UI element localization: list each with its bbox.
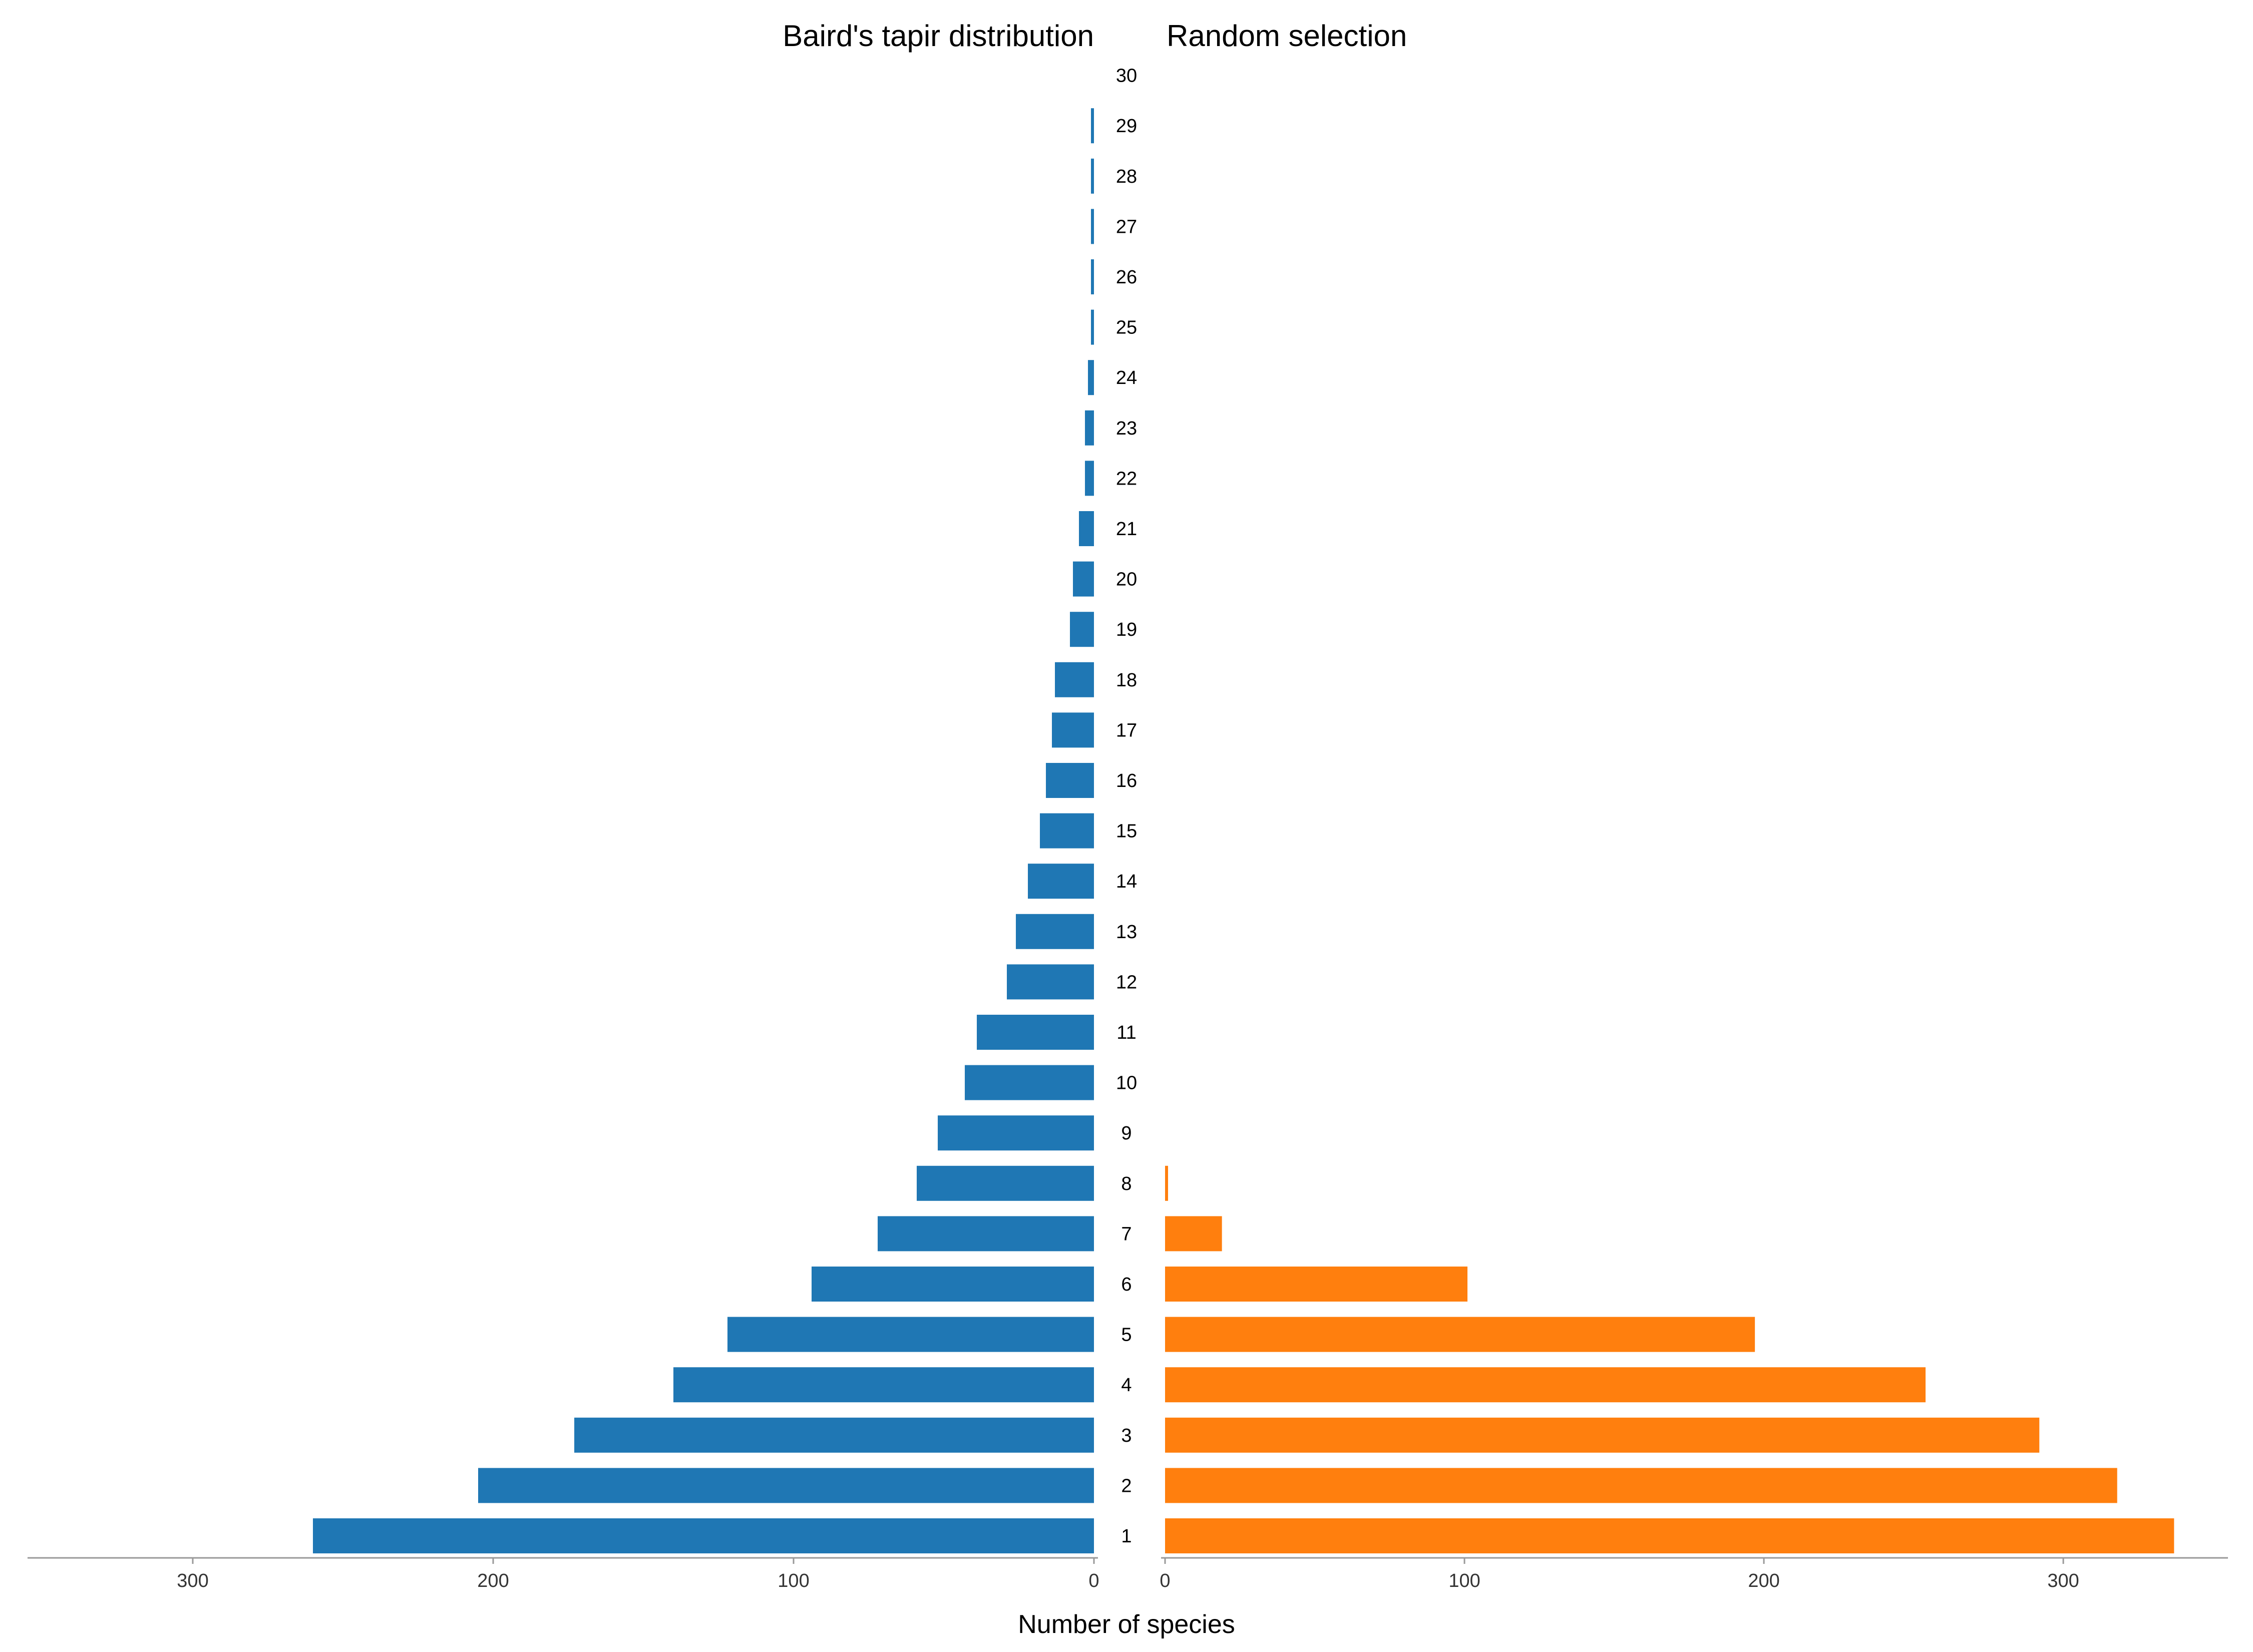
left-bar-24 xyxy=(1088,360,1094,395)
category-labels-group: 1234567891011121314151617181920212223242… xyxy=(1116,66,1137,1547)
left-bar-1 xyxy=(313,1518,1094,1553)
left-bar-26 xyxy=(1091,259,1094,294)
left-bar-18 xyxy=(1055,662,1094,697)
left-bar-21 xyxy=(1079,511,1094,546)
category-label-8: 8 xyxy=(1121,1173,1132,1194)
category-label-11: 11 xyxy=(1116,1022,1136,1043)
left-bar-2 xyxy=(478,1468,1094,1503)
category-label-9: 9 xyxy=(1121,1123,1132,1144)
category-label-30: 30 xyxy=(1116,66,1137,87)
x-axis-title: Number of species xyxy=(1018,1610,1235,1639)
left-tick-label-0: 0 xyxy=(1088,1570,1099,1591)
left-bar-6 xyxy=(812,1267,1094,1302)
right-bars-group xyxy=(1165,1165,2174,1553)
left-bar-19 xyxy=(1070,612,1094,647)
left-bar-16 xyxy=(1046,763,1094,798)
category-label-26: 26 xyxy=(1116,267,1137,288)
left-bar-7 xyxy=(878,1216,1094,1252)
right-tick-label-100: 100 xyxy=(1448,1570,1480,1591)
right-bar-7 xyxy=(1165,1216,1222,1252)
category-label-4: 4 xyxy=(1121,1375,1132,1396)
right-tick-label-300: 300 xyxy=(2047,1570,2079,1591)
left-bar-14 xyxy=(1028,864,1094,899)
left-tick-label-200: 200 xyxy=(477,1570,509,1591)
category-label-28: 28 xyxy=(1116,166,1137,187)
left-bar-3 xyxy=(574,1417,1094,1453)
right-bar-8 xyxy=(1165,1165,1168,1201)
left-bar-10 xyxy=(965,1065,1094,1100)
category-label-18: 18 xyxy=(1116,670,1137,691)
left-bar-28 xyxy=(1091,158,1094,194)
left-bar-27 xyxy=(1091,209,1094,244)
category-label-16: 16 xyxy=(1116,770,1137,791)
category-label-24: 24 xyxy=(1116,367,1137,388)
left-bar-12 xyxy=(1007,964,1094,1000)
category-label-1: 1 xyxy=(1121,1526,1132,1547)
right-bar-4 xyxy=(1165,1367,1926,1403)
category-label-27: 27 xyxy=(1116,216,1137,237)
left-bar-11 xyxy=(977,1015,1094,1050)
category-label-25: 25 xyxy=(1116,317,1137,338)
left-bar-9 xyxy=(938,1115,1094,1151)
left-panel-title: Baird's tapir distribution xyxy=(783,19,1094,53)
category-label-21: 21 xyxy=(1116,519,1137,540)
category-label-12: 12 xyxy=(1116,972,1137,993)
category-label-20: 20 xyxy=(1116,569,1137,590)
x-axes-group: 300 200 100 0 0 100 200 300 xyxy=(28,1557,2228,1591)
left-bar-5 xyxy=(727,1317,1094,1352)
right-bar-6 xyxy=(1165,1267,1468,1302)
right-tick-label-0: 0 xyxy=(1160,1570,1170,1591)
category-label-10: 10 xyxy=(1116,1073,1137,1094)
left-bar-25 xyxy=(1091,309,1094,345)
left-bar-20 xyxy=(1073,561,1094,597)
category-label-22: 22 xyxy=(1116,468,1137,489)
category-label-14: 14 xyxy=(1116,871,1137,892)
right-bar-5 xyxy=(1165,1317,1755,1352)
right-panel-title: Random selection xyxy=(1167,19,1407,53)
left-bars-group xyxy=(313,108,1094,1553)
right-bar-3 xyxy=(1165,1417,2040,1453)
left-bar-15 xyxy=(1040,813,1094,849)
category-label-23: 23 xyxy=(1116,418,1137,439)
category-label-3: 3 xyxy=(1121,1425,1132,1446)
right-bar-2 xyxy=(1165,1468,2117,1503)
left-tick-label-300: 300 xyxy=(177,1570,208,1591)
category-label-17: 17 xyxy=(1116,720,1137,741)
category-label-19: 19 xyxy=(1116,619,1137,640)
left-bar-22 xyxy=(1085,461,1094,496)
left-bar-13 xyxy=(1016,914,1094,949)
left-tick-label-100: 100 xyxy=(778,1570,809,1591)
right-bar-1 xyxy=(1165,1518,2174,1553)
left-bar-17 xyxy=(1052,712,1094,748)
category-label-5: 5 xyxy=(1121,1325,1132,1346)
left-bar-4 xyxy=(673,1367,1094,1403)
category-label-15: 15 xyxy=(1116,821,1137,842)
right-tick-label-200: 200 xyxy=(1748,1570,1779,1591)
left-bar-8 xyxy=(917,1165,1094,1201)
left-bar-29 xyxy=(1091,108,1094,144)
left-bar-23 xyxy=(1085,410,1094,446)
category-label-7: 7 xyxy=(1121,1223,1132,1245)
category-label-13: 13 xyxy=(1116,922,1137,943)
category-label-6: 6 xyxy=(1121,1274,1132,1295)
category-label-2: 2 xyxy=(1121,1475,1132,1496)
category-label-29: 29 xyxy=(1116,116,1137,137)
